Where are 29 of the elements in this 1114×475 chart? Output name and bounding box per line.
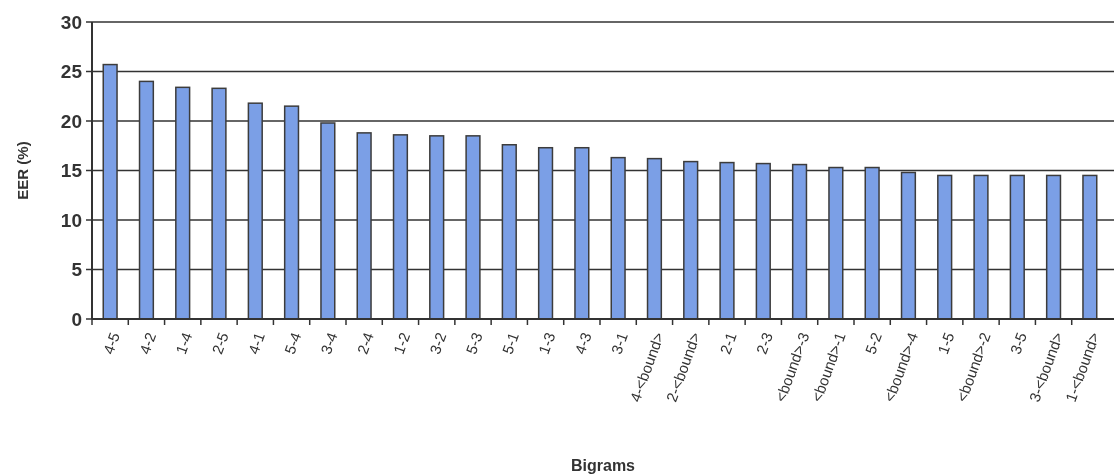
x-tick-label: 1-5 [934,330,958,357]
x-axis-title: Bigrams [570,457,636,474]
x-tick-label: 3-4 [317,330,341,357]
x-tick-label: 2-3 [752,330,777,357]
x-tick-label: 5-4 [280,330,305,357]
x-tick-label: 4-1 [244,330,269,357]
y-tick-label: 0 [71,308,82,330]
x-tick-label: 3-2 [426,330,450,357]
x-tick-label: 1-3 [534,330,559,357]
y-tick-label: 15 [60,160,83,182]
x-tick-label: 4-2 [135,330,160,357]
y-axis-title: EER (%) [14,141,31,200]
x-tick-label: 4-3 [571,330,595,357]
x-tick-label: 5-3 [462,330,486,357]
y-tick-label: 25 [60,61,83,83]
x-tick-label: 1-4 [172,330,196,357]
y-tick-label: 10 [60,209,82,231]
x-tick-label: 5-2 [861,330,885,357]
x-tick-label: 4-5 [99,330,123,357]
x-tick-label: 5-1 [498,330,523,357]
y-tick-label: 20 [60,110,82,132]
x-tick-label: 3-1 [607,330,631,357]
x-tick-label: 2-5 [208,330,232,357]
x-tick-label: 2-1 [716,330,740,357]
x-tick-label: 3-5 [1006,330,1031,357]
y-tick-label: 30 [60,11,82,33]
x-tick-label: 1-2 [389,330,414,357]
y-tick-label: 5 [71,259,83,281]
x-tick-label: 2-4 [353,330,377,357]
